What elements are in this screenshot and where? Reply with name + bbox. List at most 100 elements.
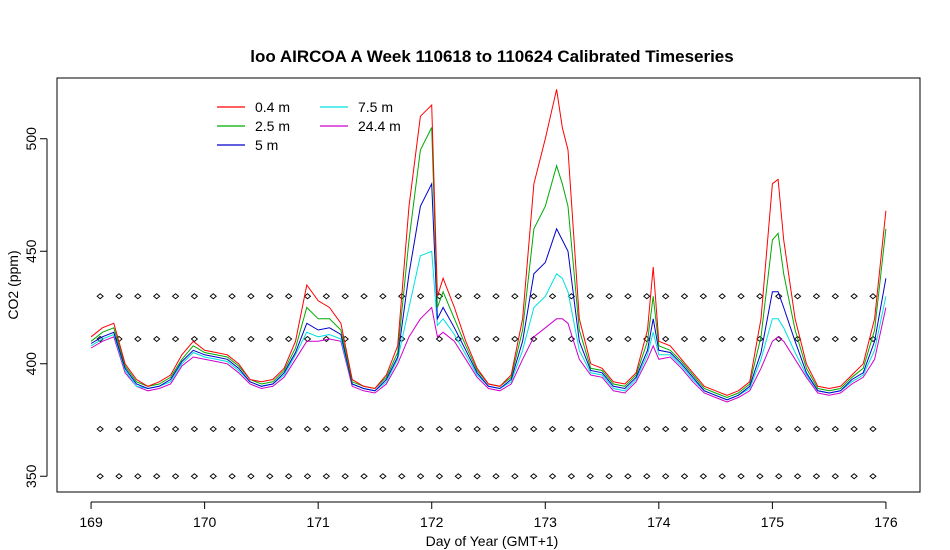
y-axis: 350 400 450 500 — [23, 127, 48, 488]
marker-point — [548, 293, 557, 300]
marker-point — [680, 335, 689, 343]
marker-point — [737, 425, 745, 433]
marker-point — [379, 335, 387, 343]
marker-point — [850, 335, 858, 343]
marker-point — [699, 293, 708, 300]
marker-point — [756, 335, 764, 343]
marker-point — [586, 293, 594, 300]
marker-point — [718, 473, 726, 480]
x-tick-label: 172 — [420, 514, 444, 530]
marker-point — [473, 335, 481, 343]
legend-item: 5 m — [217, 137, 278, 153]
marker-point — [171, 293, 180, 300]
marker-point — [812, 335, 821, 343]
marker-point — [831, 473, 839, 480]
marker-point — [115, 473, 123, 480]
marker-point — [398, 425, 406, 433]
marker-point — [661, 335, 670, 343]
x-tick-label: 171 — [306, 514, 330, 530]
marker-point — [793, 293, 802, 300]
marker-point — [605, 335, 613, 343]
marker-point — [775, 473, 783, 480]
marker-point — [869, 473, 877, 480]
marker-point — [190, 293, 199, 300]
marker-point — [661, 425, 670, 433]
marker-point — [548, 425, 557, 433]
x-tick-label: 175 — [761, 514, 785, 530]
marker-point — [737, 293, 745, 300]
marker-point — [152, 293, 161, 300]
series-line — [90, 127, 887, 399]
marker-point — [303, 425, 312, 433]
marker-row — [96, 425, 877, 433]
legend: 0.4 m 2.5 m 5 m 7.5 m 24.4 m — [217, 99, 401, 153]
marker-point — [398, 473, 406, 480]
x-axis: 169 170 171 172 173 174 175 176 — [79, 501, 898, 530]
marker-row — [96, 473, 877, 480]
marker-point — [831, 293, 839, 300]
marker-point — [341, 425, 349, 433]
marker-point — [171, 425, 180, 433]
marker-point — [511, 335, 519, 343]
marker-point — [284, 473, 293, 480]
marker-point — [718, 335, 726, 343]
marker-point — [793, 425, 802, 433]
marker-point — [567, 473, 576, 480]
marker-point — [605, 425, 613, 433]
marker-point — [586, 473, 594, 480]
marker-point — [247, 335, 255, 343]
marker-point — [775, 293, 783, 300]
marker-point — [435, 425, 444, 433]
marker-row — [96, 335, 877, 343]
marker-point — [416, 425, 425, 433]
marker-point — [699, 335, 708, 343]
marker-point — [266, 473, 274, 480]
marker-point — [737, 473, 745, 480]
marker-point — [190, 335, 199, 343]
marker-point — [624, 335, 632, 343]
marker-point — [341, 473, 349, 480]
marker-point — [454, 425, 462, 433]
marker-point — [266, 425, 274, 433]
marker-point — [134, 293, 142, 300]
marker-point — [228, 425, 236, 433]
marker-point — [228, 293, 236, 300]
marker-point — [473, 293, 481, 300]
y-tick-label: 500 — [23, 127, 39, 151]
marker-point — [115, 293, 123, 300]
marker-point — [134, 425, 142, 433]
x-tick-label: 173 — [534, 514, 558, 530]
marker-point — [360, 293, 368, 300]
marker-point — [152, 335, 161, 343]
marker-point — [511, 473, 519, 480]
x-tick-label: 170 — [193, 514, 217, 530]
marker-point — [134, 335, 142, 343]
marker-point — [209, 335, 217, 343]
marker-point — [661, 473, 670, 480]
marker-point — [435, 335, 444, 343]
marker-point — [511, 293, 519, 300]
marker-point — [756, 293, 764, 300]
y-axis-label: CO2 (ppm) — [5, 250, 21, 319]
y-tick-label: 400 — [23, 352, 39, 376]
marker-point — [529, 335, 538, 343]
marker-point — [492, 425, 500, 433]
marker-point — [303, 473, 312, 480]
marker-point — [435, 473, 444, 480]
marker-point — [718, 293, 726, 300]
marker-point — [548, 335, 557, 343]
marker-point — [247, 473, 255, 480]
marker-point — [303, 293, 312, 300]
marker-point — [869, 425, 877, 433]
marker-point — [567, 335, 576, 343]
marker-point — [322, 293, 331, 300]
marker-point — [360, 425, 368, 433]
legend-label: 0.4 m — [255, 99, 290, 115]
marker-point — [605, 293, 613, 300]
marker-point — [266, 293, 274, 300]
marker-point — [812, 473, 821, 480]
marker-point — [341, 293, 349, 300]
marker-point — [115, 425, 123, 433]
marker-point — [775, 425, 783, 433]
marker-point — [529, 473, 538, 480]
